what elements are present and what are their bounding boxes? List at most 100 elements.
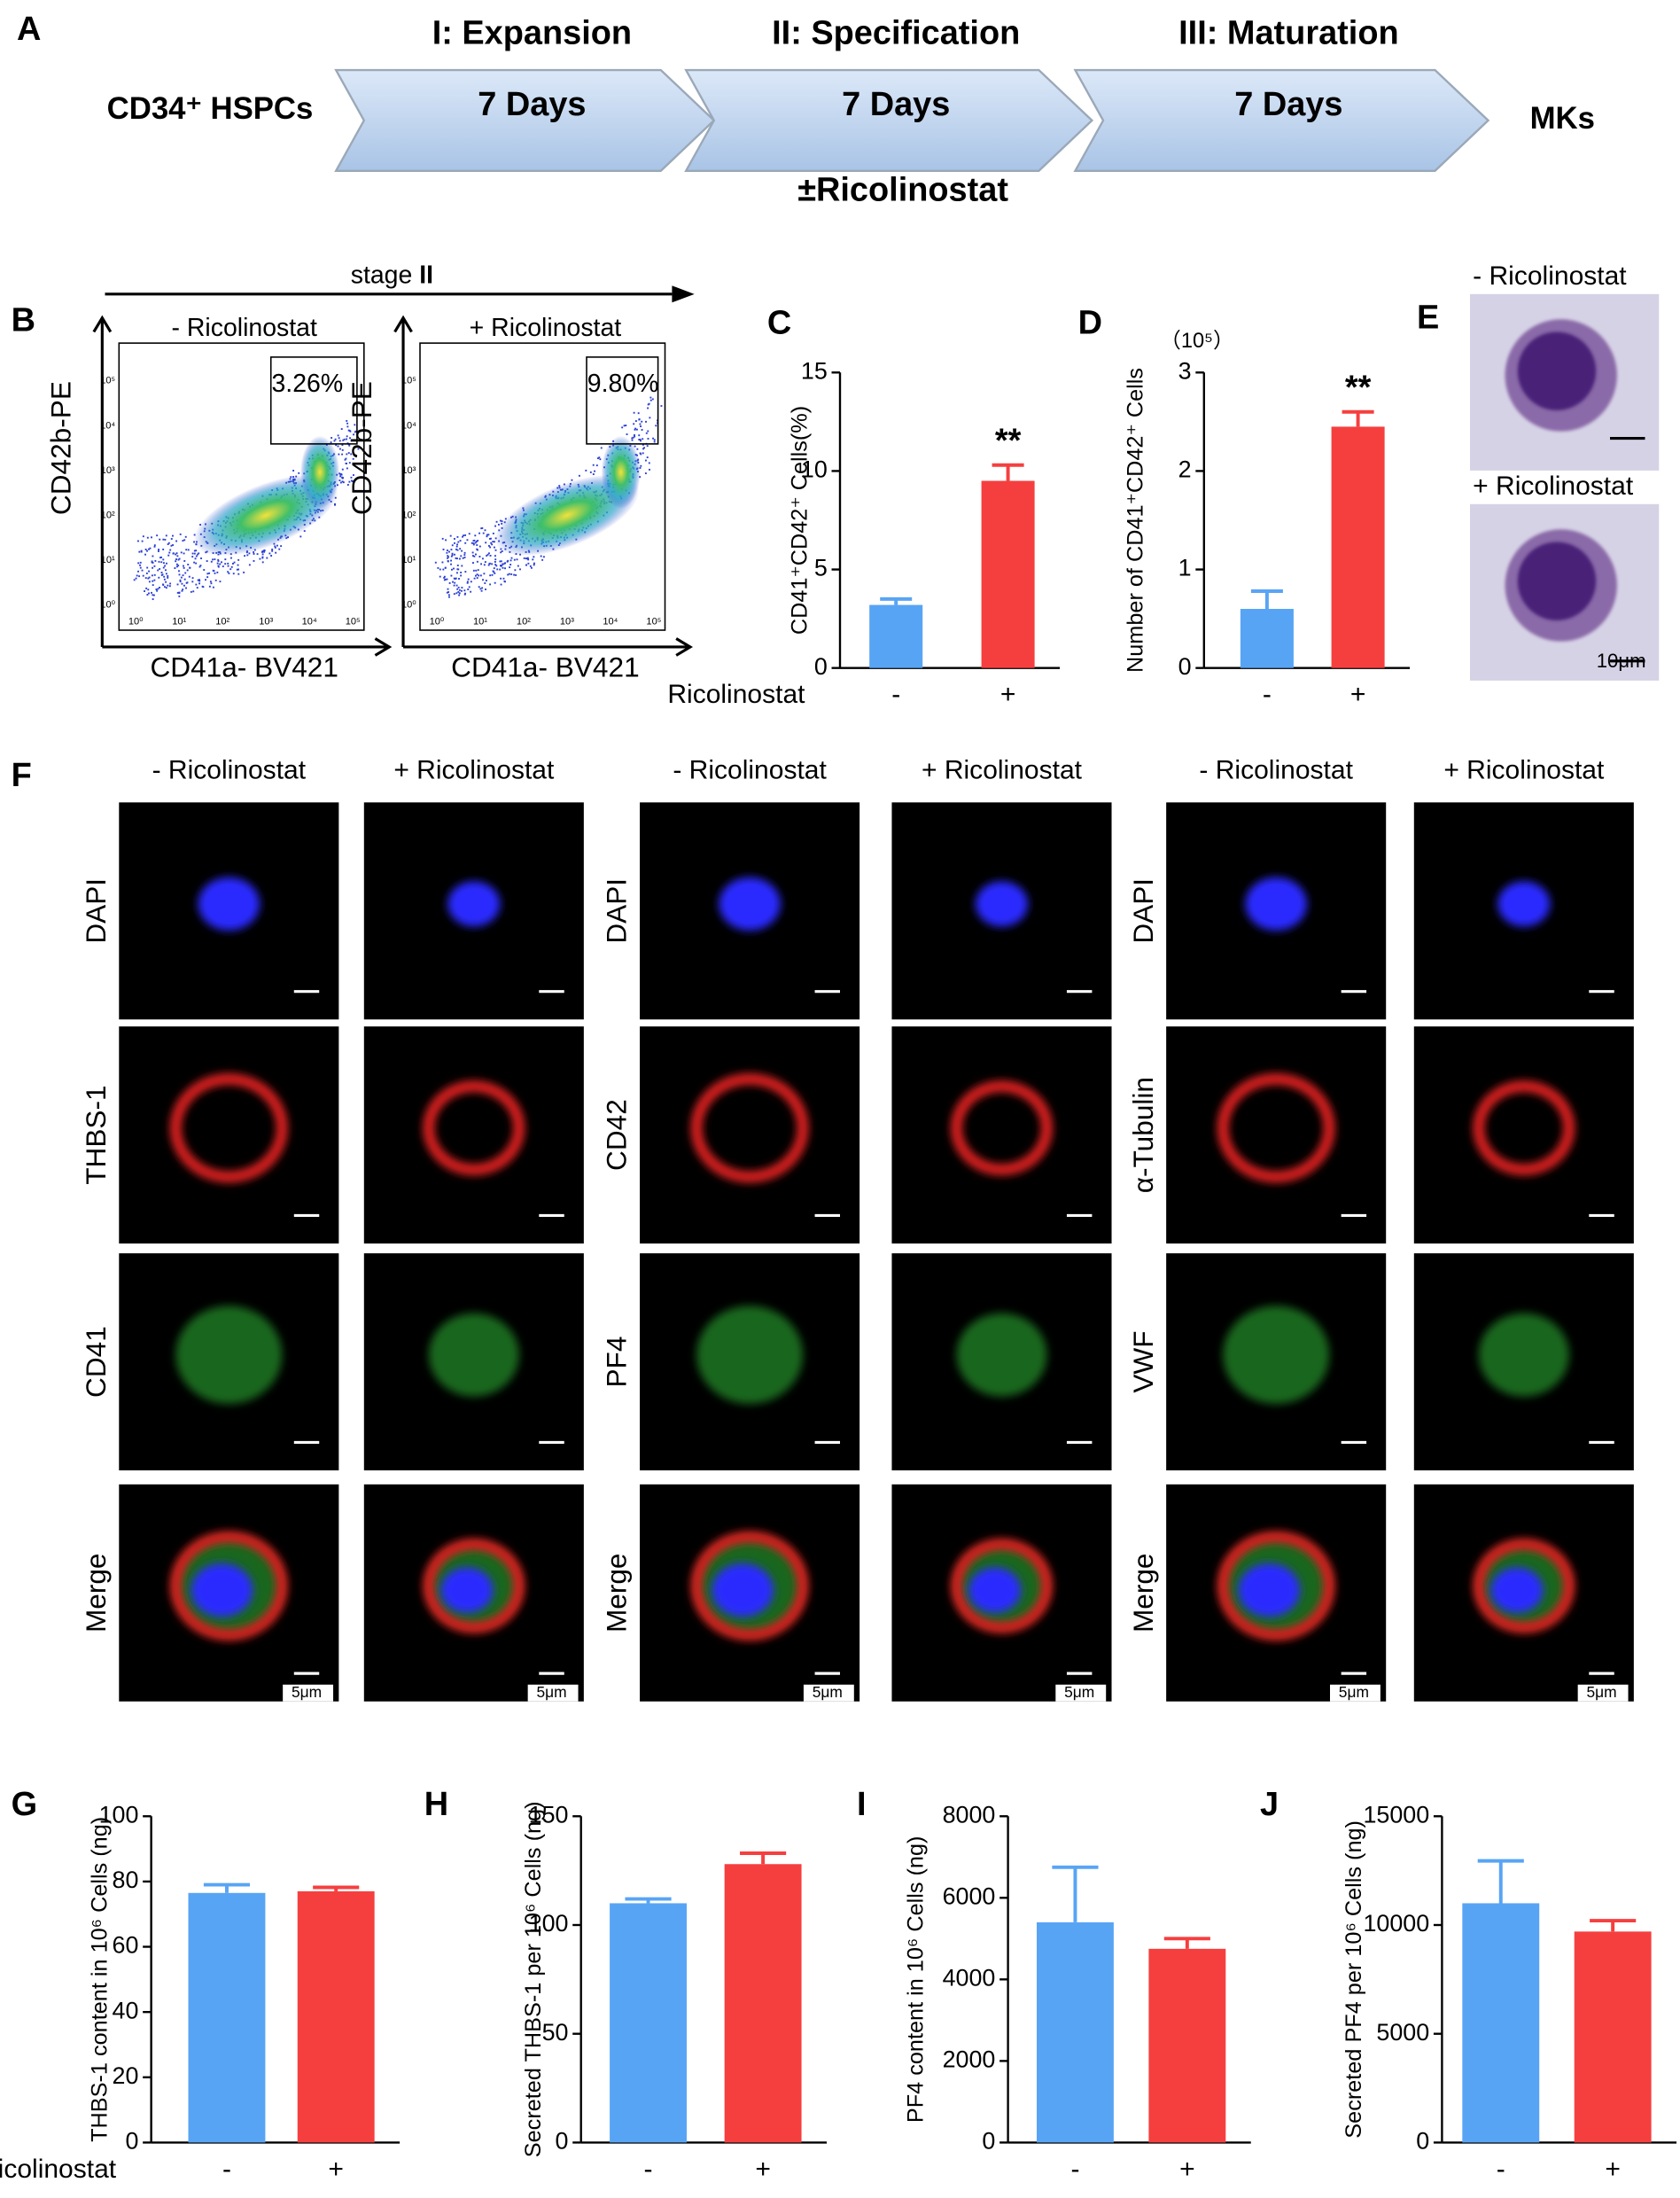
scale-bar-label: 5μm bbox=[536, 1683, 566, 1701]
column-title: - Ricolinostat bbox=[152, 756, 307, 785]
green-signal bbox=[956, 1313, 1047, 1397]
flow-event bbox=[354, 424, 356, 426]
flow-event bbox=[151, 536, 152, 539]
flow-event bbox=[640, 464, 642, 467]
flow-event bbox=[341, 444, 344, 447]
flow-event bbox=[648, 462, 650, 464]
flow-event bbox=[494, 564, 497, 565]
significance: ** bbox=[1345, 369, 1372, 406]
y-tick-label: 0 bbox=[1416, 2128, 1429, 2155]
panel-label: C bbox=[767, 305, 791, 342]
flow-event bbox=[632, 436, 634, 439]
flow-event bbox=[621, 426, 624, 429]
flow-event bbox=[175, 553, 177, 556]
x-axis-label: CD41a- BV421 bbox=[451, 651, 640, 683]
flow-event bbox=[461, 589, 463, 592]
flow-event bbox=[499, 560, 502, 563]
flow-event bbox=[578, 474, 580, 477]
flow-event bbox=[274, 545, 276, 548]
flow-event bbox=[193, 552, 196, 555]
scale-bar-label: 5μm bbox=[1064, 1683, 1094, 1701]
y-tick-label: 0 bbox=[982, 2128, 995, 2155]
flow-event bbox=[334, 438, 337, 440]
end-label: MKs bbox=[1530, 102, 1595, 136]
flow-event bbox=[491, 573, 494, 576]
green-signal bbox=[175, 1306, 283, 1404]
panel-label: F bbox=[12, 757, 32, 794]
flow-event bbox=[147, 588, 150, 591]
flow-event bbox=[463, 593, 466, 596]
y-axis-label: Secreted PF4 per 10⁶ Cells (ng) bbox=[1342, 1820, 1366, 2139]
flow-event bbox=[456, 565, 459, 566]
flow-event bbox=[637, 412, 640, 415]
column-title: - Ricolinostat bbox=[673, 756, 827, 785]
flow-event bbox=[152, 566, 154, 569]
red-signal bbox=[690, 1531, 809, 1641]
flow-event bbox=[236, 568, 238, 571]
flow-event bbox=[477, 540, 479, 542]
flow-event bbox=[463, 534, 464, 537]
flow-event bbox=[529, 565, 532, 567]
green-signal bbox=[428, 1313, 519, 1397]
flow-event bbox=[463, 554, 466, 557]
flow-event bbox=[174, 567, 176, 569]
flow-event bbox=[176, 555, 179, 557]
image-title: - Ricolinostat bbox=[1473, 261, 1627, 291]
y-tick-label: 0 bbox=[1178, 653, 1192, 680]
flow-event bbox=[346, 438, 347, 440]
flow-event bbox=[492, 532, 494, 534]
flow-event bbox=[162, 538, 165, 541]
flow-event bbox=[653, 439, 656, 441]
flow-event bbox=[458, 594, 461, 596]
flow-event bbox=[491, 563, 494, 565]
flow-event bbox=[180, 576, 183, 579]
flow-event bbox=[472, 543, 475, 546]
red-signal bbox=[423, 1539, 525, 1633]
flow-event bbox=[275, 551, 277, 554]
flow-event bbox=[142, 535, 144, 538]
flow-event bbox=[200, 557, 202, 559]
flow-event bbox=[456, 568, 459, 571]
x-tick-label: + bbox=[1350, 680, 1366, 709]
flow-event bbox=[167, 584, 169, 587]
flow-event bbox=[201, 585, 204, 588]
flow-event bbox=[634, 427, 637, 430]
flow-event bbox=[466, 581, 469, 584]
stage-title: II: Specification bbox=[772, 15, 1020, 52]
flow-event bbox=[172, 552, 175, 555]
flow-event bbox=[138, 550, 141, 553]
scale-bar-label: 5μm bbox=[1339, 1683, 1369, 1701]
flow-event bbox=[178, 592, 181, 594]
flow-event bbox=[634, 445, 636, 448]
x-tick-label: - bbox=[1497, 2155, 1505, 2184]
flow-event bbox=[641, 420, 643, 423]
flow-event bbox=[478, 574, 480, 577]
flow-event bbox=[474, 534, 477, 537]
flow-event bbox=[638, 418, 641, 421]
scale-bar-label: 10μm bbox=[1597, 650, 1646, 672]
x-tick-label: + bbox=[755, 2155, 771, 2184]
flow-event bbox=[597, 457, 599, 460]
flow-event bbox=[464, 592, 467, 595]
flow-event bbox=[340, 473, 343, 476]
flow-event bbox=[532, 558, 534, 561]
flow-event bbox=[176, 591, 179, 594]
y-tick-label: 100 bbox=[529, 1910, 569, 1937]
flow-event bbox=[527, 558, 530, 561]
flow-event bbox=[527, 562, 530, 565]
flow-event bbox=[237, 573, 240, 575]
flow-event bbox=[299, 535, 302, 538]
x-axis-arrow bbox=[374, 637, 393, 657]
flow-event bbox=[443, 579, 446, 581]
flow-event bbox=[489, 546, 492, 549]
flow-event bbox=[509, 566, 511, 569]
flow-event bbox=[230, 565, 233, 568]
y-tick-label: 10¹ bbox=[401, 555, 416, 565]
flow-event bbox=[513, 573, 516, 576]
panel-label: G bbox=[12, 1786, 38, 1823]
gate-percent: 9.80% bbox=[587, 370, 659, 398]
flow-event bbox=[497, 523, 500, 526]
flow-event bbox=[589, 471, 592, 473]
flow-event bbox=[457, 591, 460, 593]
flow-event bbox=[136, 574, 138, 577]
